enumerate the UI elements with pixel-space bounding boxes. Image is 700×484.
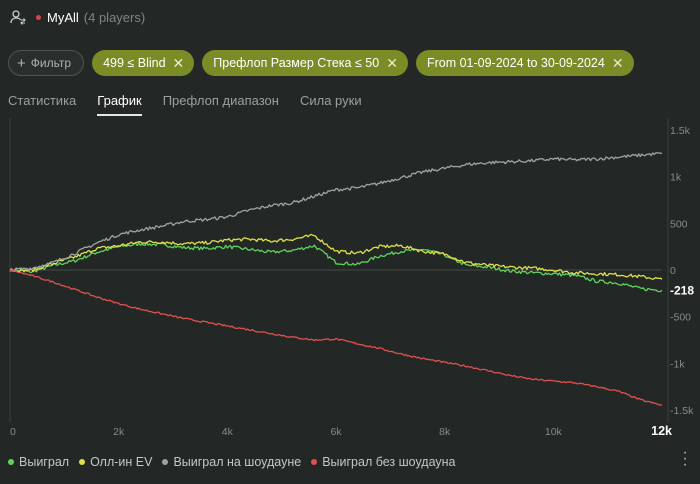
legend-dot bbox=[8, 459, 14, 465]
tab-statistics[interactable]: Статистика bbox=[8, 93, 76, 116]
tab-graph[interactable]: График bbox=[97, 93, 141, 116]
filter-chip-label: Префлоп Размер Стека ≤ 50 bbox=[213, 56, 379, 70]
legend-label: Выиграл bbox=[19, 455, 69, 469]
profit-graph[interactable]: 1.5k 1k 500 0 -500 -1k -1.5k 0 2k 4k 6k 8k 10k 12k -21… bbox=[0, 118, 700, 448]
legend-item-showdown[interactable]: Выиграл на шоудауне bbox=[162, 455, 301, 469]
x-tick-label: 8k bbox=[439, 426, 451, 438]
filter-chip-stack-size[interactable]: Префлоп Размер Стека ≤ 50 ✕ bbox=[202, 50, 408, 76]
tab-hand-strength[interactable]: Сила руки bbox=[300, 93, 362, 116]
end-value-label: -218 bbox=[670, 283, 694, 297]
y-tick-label: 1k bbox=[670, 172, 682, 184]
legend-dot bbox=[79, 459, 85, 465]
filter-bar: + Фильтр 499 ≤ Blind ✕ Префлоп Размер Ст… bbox=[8, 50, 634, 76]
legend-item-won[interactable]: Выиграл bbox=[8, 455, 69, 469]
more-vertical-icon[interactable]: · · · bbox=[682, 450, 688, 468]
user-name[interactable]: MyAll bbox=[47, 10, 79, 25]
legend-item-allin-ev[interactable]: Олл-ин EV bbox=[79, 455, 152, 469]
tab-preflop-range[interactable]: Префлоп диапазон bbox=[163, 93, 279, 116]
y-tick-label: -500 bbox=[670, 312, 691, 324]
header: MyAll (4 players) bbox=[10, 8, 145, 26]
close-icon[interactable]: ✕ bbox=[173, 56, 185, 70]
x-tick-label: 10k bbox=[545, 426, 563, 438]
legend-label: Выиграл на шоудауне bbox=[173, 455, 301, 469]
y-tick-label: 1.5k bbox=[670, 125, 691, 137]
legend-label: Олл-ин EV bbox=[90, 455, 152, 469]
add-filter-label: Фильтр bbox=[31, 56, 71, 70]
filter-chip-label: 499 ≤ Blind bbox=[103, 56, 165, 70]
filter-chip-date-range[interactable]: From 01-09-2024 to 30-09-2024 ✕ bbox=[416, 50, 634, 76]
filter-chip-label: From 01-09-2024 to 30-09-2024 bbox=[427, 56, 605, 70]
plus-icon: + bbox=[17, 56, 26, 71]
add-filter-button[interactable]: + Фильтр bbox=[8, 50, 84, 76]
filter-chip-blind[interactable]: 499 ≤ Blind ✕ bbox=[92, 50, 194, 76]
x-tick-label: 0 bbox=[10, 426, 16, 438]
series-line-1 bbox=[10, 234, 662, 279]
legend-item-non-showdown[interactable]: Выиграл без шоудауна bbox=[311, 455, 455, 469]
y-tick-label: 500 bbox=[670, 218, 688, 230]
y-tick-label: -1k bbox=[670, 358, 685, 370]
close-icon[interactable]: ✕ bbox=[612, 56, 624, 70]
x-tick-label: 4k bbox=[222, 426, 234, 438]
legend-dot bbox=[162, 459, 168, 465]
legend-label: Выиграл без шоудауна bbox=[322, 455, 455, 469]
y-tick-label: 0 bbox=[670, 265, 676, 277]
chart-svg: 1.5k 1k 500 0 -500 -1k -1.5k 0 2k 4k 6k 8k 10k 12k -21… bbox=[0, 118, 700, 448]
x-tick-label: 2k bbox=[113, 426, 125, 438]
series-line-2 bbox=[10, 153, 662, 272]
y-tick-label: -1.5k bbox=[670, 405, 694, 417]
x-tick-label: 12k bbox=[651, 424, 672, 438]
legend-dot bbox=[311, 459, 317, 465]
tab-bar: Статистика График Префлоп диапазон Сила … bbox=[8, 93, 383, 116]
x-tick-label: 6k bbox=[330, 426, 342, 438]
series-line-0 bbox=[10, 243, 662, 292]
chart-legend: Выиграл Олл-ин EV Выиграл на шоудауне Вы… bbox=[8, 455, 466, 469]
user-switch-icon[interactable] bbox=[10, 9, 26, 25]
status-dot bbox=[36, 15, 41, 20]
series-line-3 bbox=[10, 269, 662, 405]
players-count: (4 players) bbox=[84, 10, 145, 25]
close-icon[interactable]: ✕ bbox=[386, 56, 398, 70]
